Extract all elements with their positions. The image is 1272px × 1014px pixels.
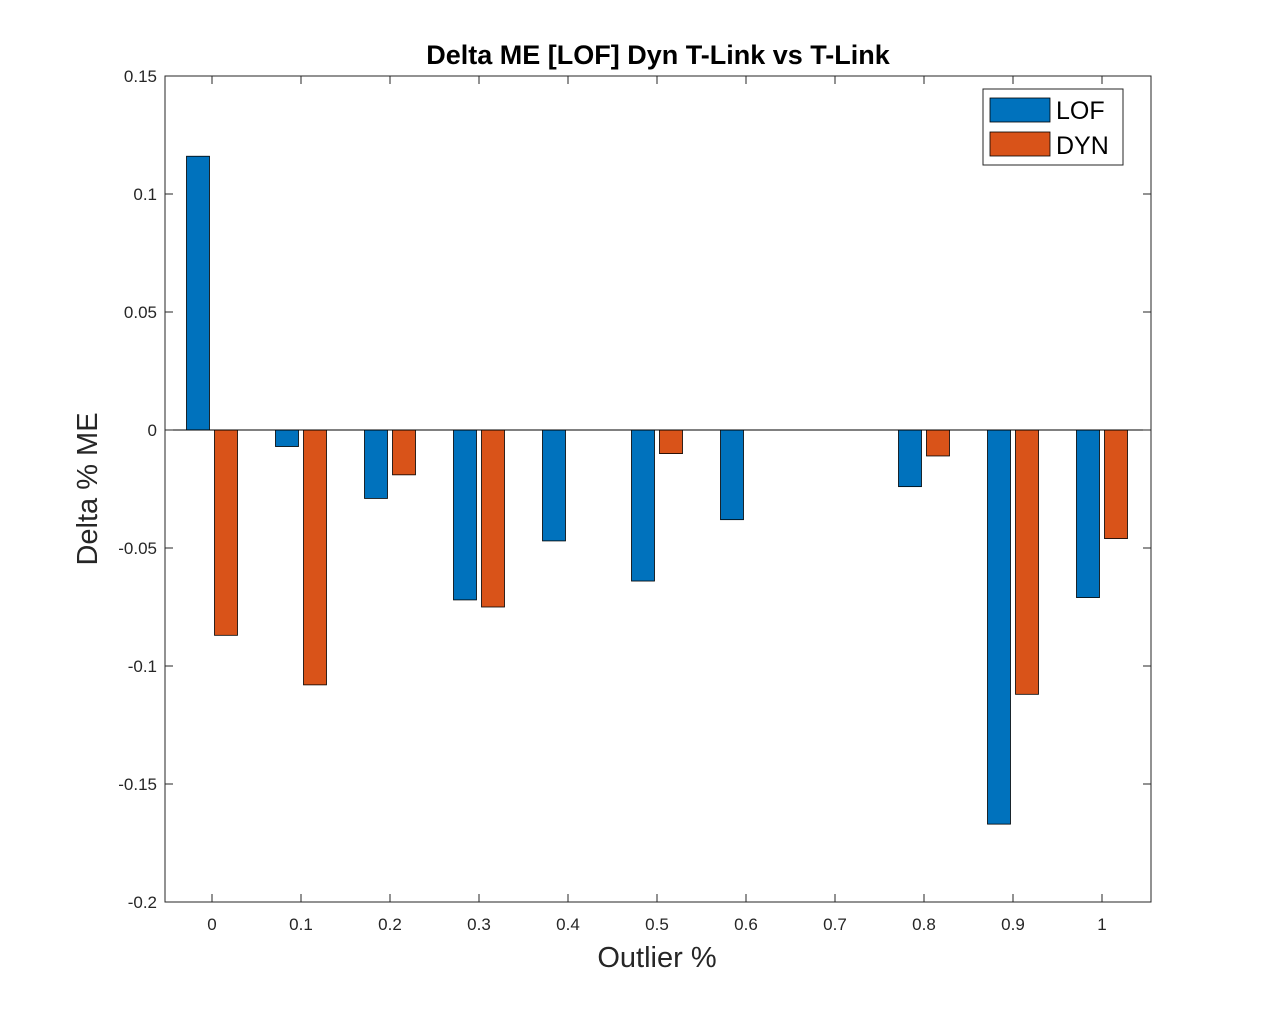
y-tick-label: -0.05 [118,539,157,558]
bar-lof-0.3 [453,429,477,601]
bar-dyn-0.2 [392,429,416,476]
bar-lof-0.1 [275,429,299,447]
bar-dyn-0.8 [926,429,950,457]
x-ticks-group: 0 0.1 0.2 0.3 0.4 0.5 0.6 0.7 0.8 0.9 1 [207,76,1107,934]
legend-label-dyn: DYN [1056,132,1109,160]
bar-lof-0 [186,155,210,431]
x-tick-label: 0.1 [289,915,313,934]
y-tick-label: 0.1 [133,185,157,204]
x-tick-label: 0.7 [823,915,847,934]
x-tick-label: 0.8 [912,915,936,934]
y-tick-label: -0.2 [128,893,157,912]
x-tick-label: 1 [1097,915,1106,934]
x-tick-label: 0 [207,915,216,934]
bar-dyn-0.3 [481,429,505,608]
bars-group [186,155,1128,825]
x-tick-label: 0.5 [645,915,669,934]
bar-dyn-0.1 [303,429,327,686]
bar-dyn-0.9 [1015,429,1039,695]
bar-lof-0.2 [364,429,388,499]
y-tick-label: -0.15 [118,775,157,794]
plot-area [165,76,1151,902]
y-tick-label: -0.1 [128,657,157,676]
x-tick-label: 0.3 [467,915,491,934]
y-ticks-group: 0.15 0.1 0.05 0 -0.05 -0.1 -0.15 -0.2 [118,67,1151,912]
y-tick-label: 0 [148,421,157,440]
axes-box [164,75,1152,903]
x-tick-label: 0.9 [1001,915,1025,934]
bar-dyn-1 [1104,429,1128,539]
bar-dyn-0 [214,429,238,636]
y-tick-label: 0.05 [124,303,157,322]
x-axis-title: Outlier % [597,942,716,974]
x-tick-label: 0.2 [378,915,402,934]
legend: LOF DYN [982,88,1124,166]
y-tick-label: 0.15 [124,67,157,86]
bar-lof-0.6 [720,429,744,521]
legend-swatch-dyn [989,131,1051,157]
chart-title: Delta ME [LOF] Dyn T-Link vs T-Link [426,40,891,70]
legend-label-lof: LOF [1056,97,1105,125]
bar-lof-0.4 [542,429,566,542]
bar-lof-0.5 [631,429,655,582]
bar-lof-0.9 [987,429,1011,825]
bar-lof-1 [1076,429,1100,598]
x-tick-label: 0.4 [556,915,580,934]
legend-swatch-lof [989,97,1051,123]
bar-dyn-0.5 [659,429,683,455]
x-tick-label: 0.6 [734,915,758,934]
bar-lof-0.8 [898,429,922,488]
y-axis-title: Delta % ME [72,412,104,565]
